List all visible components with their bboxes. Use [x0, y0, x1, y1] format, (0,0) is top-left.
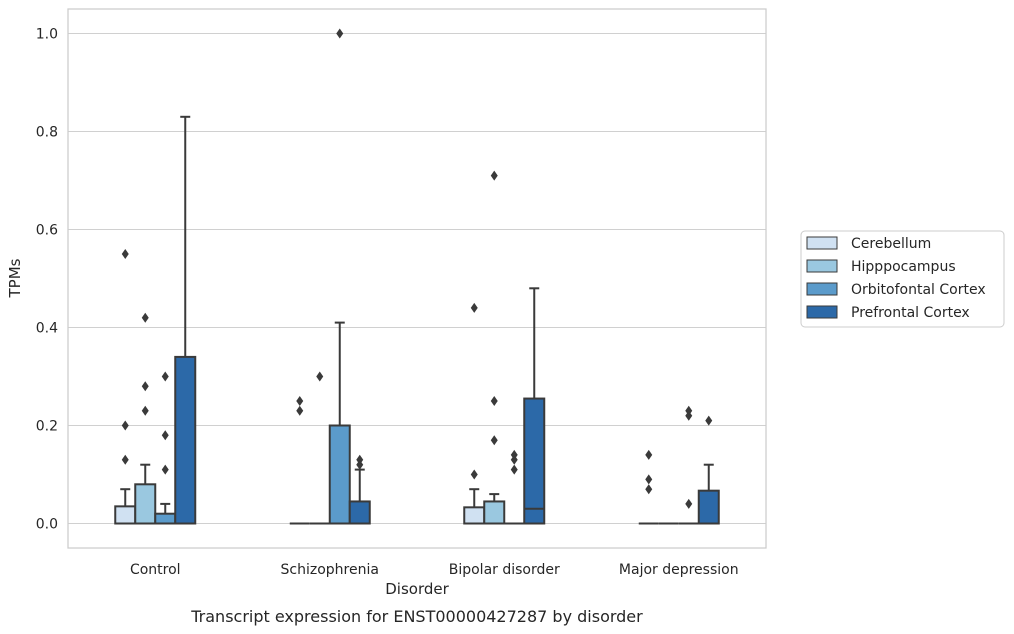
legend-swatch: [806, 236, 838, 250]
legend: Cerebellum Hipppocampus Orbitofontal Corte…: [800, 230, 1005, 328]
box-group: [174, 115, 197, 525]
legend-label: Hipppocampus: [851, 259, 956, 275]
y-tick-label: 1.0: [36, 27, 58, 43]
box-group: [483, 170, 506, 525]
outlier-point: [296, 405, 304, 416]
outlier-point: [645, 484, 653, 495]
outlier-point: [510, 464, 518, 475]
outlier-point: [470, 302, 478, 313]
legend-frame: [800, 230, 1005, 328]
box: [174, 355, 197, 525]
box-group: [154, 371, 177, 525]
box: [523, 397, 546, 525]
box: [328, 424, 351, 525]
outlier-point: [161, 464, 169, 475]
y-tick-label: 0.4: [36, 321, 58, 337]
outlier-point: [685, 498, 693, 509]
x-tick-label: Control: [130, 562, 181, 578]
legend-swatch: [806, 259, 838, 273]
outlier-point: [161, 371, 169, 382]
box-group: [523, 287, 546, 525]
chart-caption: Transcript expression for ENST0000042728…: [190, 607, 643, 626]
outlier-point: [296, 396, 304, 406]
outlier-point: [685, 405, 693, 416]
y-axis-title: TPMs: [6, 258, 24, 298]
box-series: [114, 28, 720, 525]
box: [463, 506, 486, 525]
x-tick-label: Major depression: [619, 562, 739, 578]
box-group: [328, 28, 351, 525]
x-tick-label: Schizophrenia: [281, 562, 379, 578]
gridlines: [68, 33, 766, 524]
legend-swatch: [806, 305, 838, 319]
outlier-point: [141, 405, 149, 416]
box: [114, 505, 137, 525]
outlier-point: [490, 435, 498, 446]
y-tick-label: 0.8: [36, 125, 58, 141]
box-group: [504, 449, 525, 525]
box: [134, 483, 157, 525]
legend-label: Orbitofontal Cortex: [851, 282, 986, 298]
outlier-point: [141, 381, 149, 392]
box-group: [134, 312, 157, 525]
box-group: [678, 405, 699, 525]
box-group: [114, 249, 137, 525]
x-axis-title: Disorder: [385, 580, 449, 598]
outlier-point: [510, 449, 518, 460]
box: [348, 500, 371, 525]
y-tick-label: 0.0: [36, 517, 58, 533]
x-tick-label: Bipolar disorder: [449, 562, 560, 578]
box: [697, 489, 720, 525]
box-group: [463, 302, 486, 525]
outlier-point: [336, 28, 344, 39]
outlier-point: [121, 420, 129, 431]
box-group: [289, 396, 310, 525]
x-tick-labels: Control Schizophrenia Bipolar disorder Majo…: [130, 562, 739, 578]
outlier-point: [490, 396, 498, 406]
box-group: [697, 415, 720, 525]
y-tick-label: 0.2: [36, 419, 58, 435]
legend-label: Prefrontal Cortex: [851, 305, 970, 321]
outlier-point: [705, 415, 713, 426]
box: [483, 500, 506, 525]
outlier-point: [121, 249, 129, 259]
outlier-point: [645, 449, 653, 460]
y-tick-label: 0.6: [36, 223, 58, 239]
legend-swatch: [806, 282, 838, 296]
outlier-point: [141, 312, 149, 323]
plot-frame: [67, 8, 767, 549]
box-group: [309, 371, 330, 525]
y-tick-labels: 0.0 0.2 0.4 0.6 0.8 1.0: [36, 27, 58, 533]
outlier-point: [356, 454, 364, 465]
outlier-point: [490, 170, 498, 181]
box-group: [348, 454, 371, 525]
box: [154, 512, 177, 525]
outlier-point: [161, 430, 169, 441]
box-group: [638, 449, 659, 525]
outlier-point: [470, 469, 478, 480]
outlier-point: [316, 371, 324, 382]
legend-label: Cerebellum: [851, 236, 931, 252]
outlier-point: [645, 474, 653, 485]
outlier-point: [121, 454, 129, 465]
